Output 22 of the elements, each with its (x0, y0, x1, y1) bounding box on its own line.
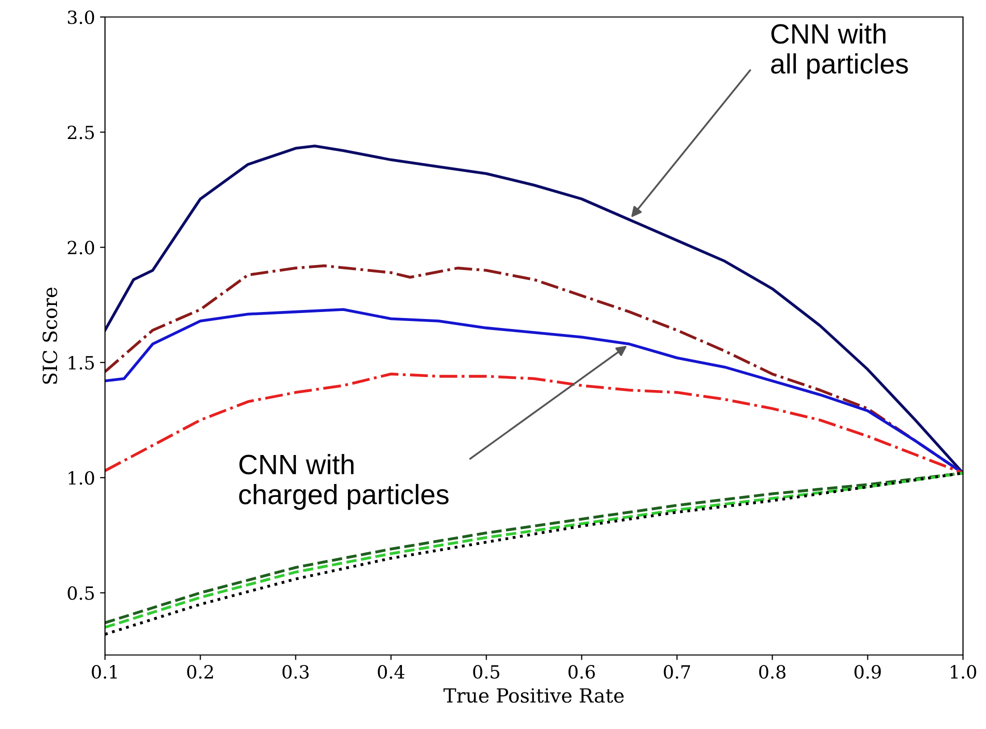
x-tick-label: 1.0 (950, 665, 976, 679)
x-tick-label: 0.7 (664, 665, 690, 679)
x-tick-label: 0.8 (759, 665, 786, 679)
x-tick-label: 0.1 (92, 665, 117, 679)
y-tick-label: 1.0 (68, 471, 94, 485)
x-tick-label: 0.4 (378, 665, 404, 679)
y-tick-label: 0.5 (68, 586, 94, 600)
annotation: CNN with all particles (771, 23, 908, 80)
y-tick-label: 1.5 (68, 356, 94, 370)
x-tick-label: 0.5 (473, 665, 500, 679)
y-tick-label: 2.0 (68, 240, 94, 254)
y-axis-title: SIC Score (42, 288, 58, 384)
x-axis-title: True Positive Rate (444, 688, 624, 703)
line-series (105, 308, 963, 474)
x-tick-label: 0.6 (568, 665, 595, 679)
x-tick-label: 0.2 (187, 665, 213, 679)
line-series (105, 372, 963, 474)
y-tick-label: 3.0 (68, 10, 94, 24)
annotation: CNN with charged particles (239, 454, 449, 510)
x-tick-label: 0.3 (282, 665, 309, 679)
x-tick-label: 0.9 (854, 665, 881, 679)
y-tick-label: 2.5 (68, 126, 94, 140)
